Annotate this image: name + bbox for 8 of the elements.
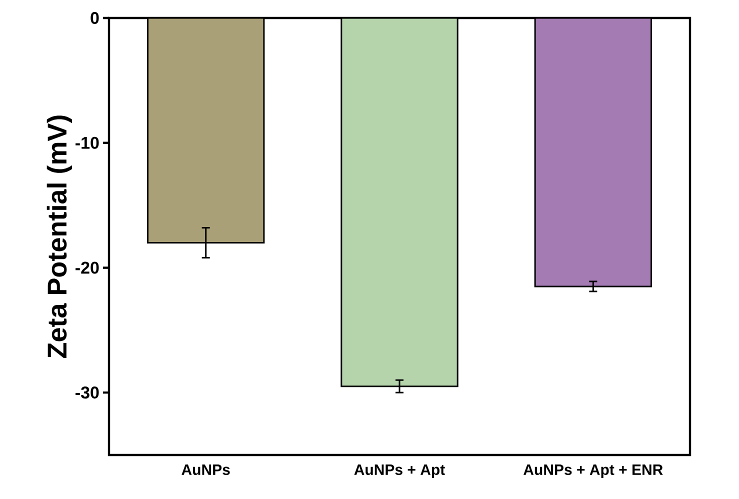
y-tick-label: -20 — [76, 262, 99, 274]
x-tick-label: AuNPs + Apt + ENR — [524, 464, 663, 478]
y-axis-title: Zeta Potential (mV) — [46, 116, 72, 358]
x-tick-label: AuNPs + Apt — [354, 464, 445, 478]
y-tick-label: 0 — [90, 12, 99, 24]
y-tick-label: -10 — [76, 136, 99, 149]
x-tick-label: AuNPs — [182, 464, 230, 475]
y-tick-label: -30 — [76, 386, 99, 399]
